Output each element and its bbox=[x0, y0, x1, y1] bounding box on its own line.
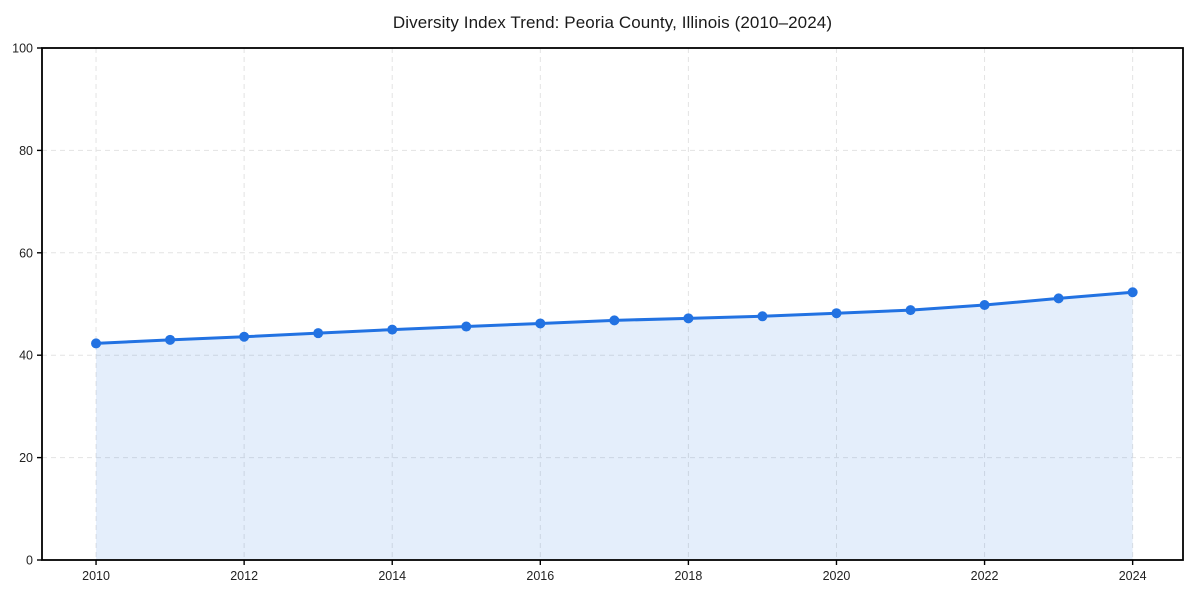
data-point-marker bbox=[313, 328, 324, 339]
x-tick-label: 2014 bbox=[378, 569, 406, 583]
data-point-marker bbox=[91, 338, 102, 349]
x-tick-label: 2010 bbox=[82, 569, 110, 583]
y-tick-label: 80 bbox=[19, 144, 33, 158]
plot-border bbox=[41, 47, 1184, 561]
y-tick-label: 60 bbox=[19, 246, 33, 260]
data-point-marker bbox=[461, 321, 472, 332]
data-point-marker bbox=[165, 334, 176, 345]
y-tick-label: 40 bbox=[19, 349, 33, 363]
x-tick-label: 2020 bbox=[823, 569, 851, 583]
x-tick-label: 2016 bbox=[526, 569, 554, 583]
data-point-marker bbox=[979, 300, 990, 311]
data-point-marker bbox=[535, 318, 546, 329]
y-tick-label: 0 bbox=[26, 554, 33, 568]
data-point-marker bbox=[609, 315, 620, 326]
data-point-marker bbox=[239, 331, 250, 342]
data-point-marker bbox=[831, 308, 842, 319]
data-point-marker bbox=[683, 313, 694, 324]
x-tick-label: 2018 bbox=[674, 569, 702, 583]
x-tick-label: 2024 bbox=[1119, 569, 1147, 583]
data-point-marker bbox=[757, 311, 768, 322]
y-tick-label: 20 bbox=[19, 451, 33, 465]
data-point-marker bbox=[1053, 293, 1064, 304]
x-tick-label: 2012 bbox=[230, 569, 258, 583]
data-point-marker bbox=[387, 324, 398, 335]
x-tick-label: 2022 bbox=[971, 569, 999, 583]
y-tick-label: 100 bbox=[12, 42, 33, 56]
data-point-marker bbox=[905, 305, 916, 316]
data-point-marker bbox=[1127, 287, 1138, 298]
trend-area bbox=[96, 292, 1133, 560]
chart-title: Diversity Index Trend: Peoria County, Il… bbox=[392, 13, 833, 32]
